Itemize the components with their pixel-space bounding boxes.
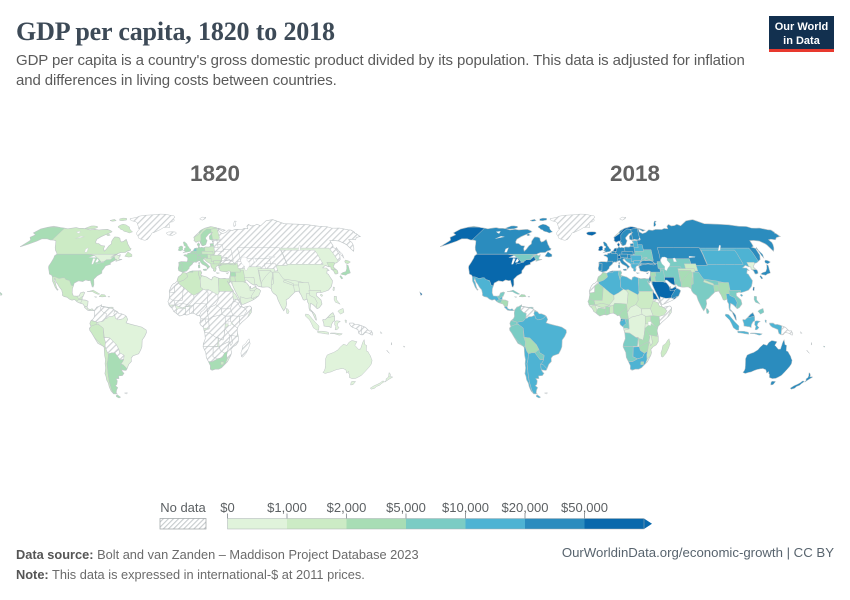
svg-text:$20,000: $20,000: [502, 500, 549, 515]
svg-text:$10,000: $10,000: [442, 500, 489, 515]
svg-text:$1,000: $1,000: [267, 500, 307, 515]
svg-text:$50,000: $50,000: [561, 500, 608, 515]
svg-text:$0: $0: [220, 500, 234, 515]
svg-text:$2,000: $2,000: [327, 500, 367, 515]
svg-text:No data: No data: [160, 500, 206, 515]
svg-text:$5,000: $5,000: [386, 500, 426, 515]
